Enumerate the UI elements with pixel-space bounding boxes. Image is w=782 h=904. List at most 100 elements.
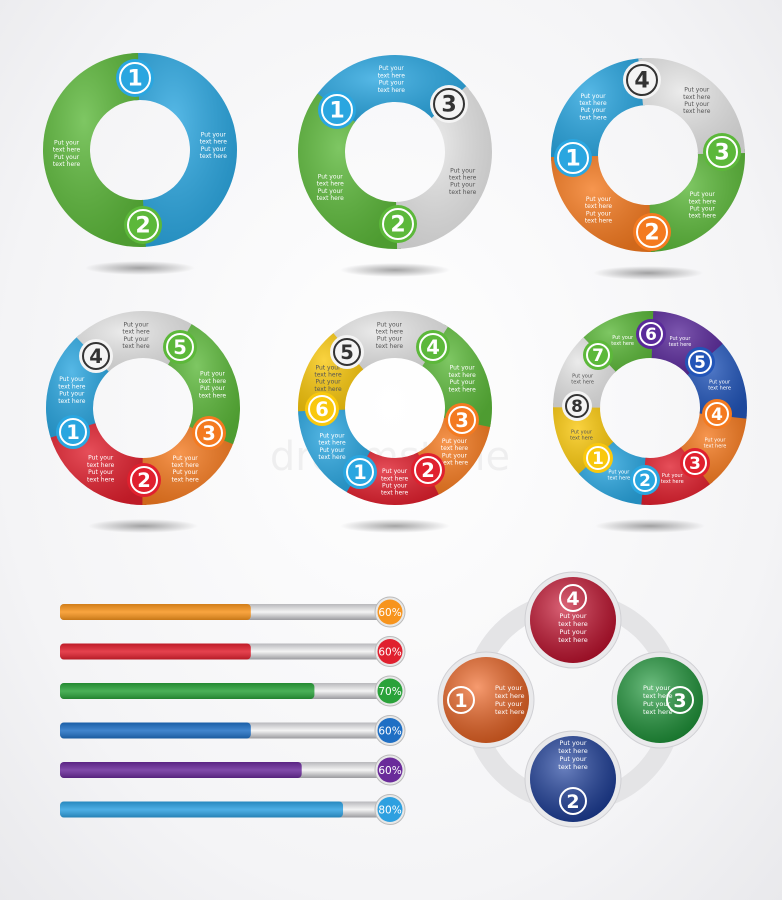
segment-text-line: Put your — [54, 140, 80, 147]
segment-text-line: Put your — [54, 154, 80, 161]
progress-fill-sheen — [60, 643, 251, 660]
ring-shadow — [88, 519, 198, 533]
segment-text-line: text here — [449, 189, 477, 196]
badge-ring — [382, 208, 414, 240]
percent-label: 60% — [378, 726, 401, 738]
badge-ring — [626, 64, 658, 96]
segment-text: Put your text here Put your text here — [172, 455, 200, 484]
segment-gloss — [553, 337, 616, 408]
node-text-line: text here — [495, 708, 525, 716]
badge-ring — [346, 458, 374, 486]
badge-number: 5 — [173, 336, 187, 359]
segment-text-line: text here — [381, 475, 409, 482]
segment-text-line: text here — [378, 72, 406, 79]
segment-text-line: text here — [441, 445, 469, 452]
segment-text-line: Put your — [450, 379, 476, 386]
ring-shadow — [593, 266, 703, 280]
segment-text: Put your text here — [611, 335, 634, 347]
segment-text-line: Put your — [586, 210, 612, 217]
badge-ring — [448, 406, 476, 434]
segment-text-line: text here — [376, 343, 404, 350]
ring-segment-2: Put your text here — [578, 441, 648, 505]
progress-bar: 60% — [60, 715, 406, 746]
progress-bar: 60% — [60, 636, 406, 667]
segment-text-line: text here — [683, 108, 711, 115]
percent-badge — [377, 718, 403, 743]
segment-text: Put your text here — [570, 430, 593, 442]
badge-ring — [130, 466, 158, 494]
segment-text-line: text here — [87, 462, 115, 469]
segment-text-line: Put your — [382, 468, 408, 475]
number-badge-2: 2 — [411, 453, 445, 487]
number-badge-2: 2 — [124, 206, 162, 244]
percent-label: 70% — [378, 686, 401, 698]
segment-gloss — [396, 86, 492, 249]
number-badge-1: 1 — [318, 91, 356, 129]
node-gloss — [530, 577, 616, 663]
badge-bg — [554, 139, 592, 177]
segment-text-line: text here — [579, 100, 607, 107]
badge-number: 3 — [202, 422, 216, 445]
node-text: Put your text here Put your text here — [558, 739, 588, 771]
segment-text-line: Put your — [450, 365, 476, 372]
number-badge-3: 3 — [703, 133, 741, 171]
percent-label: 60% — [378, 647, 401, 659]
segment-text-line: text here — [200, 139, 228, 146]
node-text-line: text here — [558, 620, 588, 628]
badge-number: 3 — [689, 453, 701, 473]
segment-text-line: Put your — [709, 379, 731, 385]
segment-text-line: Put your — [572, 374, 594, 380]
segment-text-line: Put your — [88, 455, 114, 462]
segment-text: Put your text here Put your text here — [689, 191, 717, 220]
segment-text-line: text here — [608, 476, 631, 482]
badge-number: 1 — [592, 448, 604, 468]
segment-gloss — [641, 446, 713, 506]
ring-segment-2: Put your text here Put your text here — [551, 155, 655, 252]
segment-text: Put your text here — [708, 379, 731, 391]
segment-text-line: Put your — [571, 430, 593, 436]
ring-segment-8: Put your text here — [553, 337, 616, 408]
percent-label: 80% — [378, 805, 401, 817]
badge-number: 3 — [714, 140, 729, 166]
segment-text-line: Put your — [450, 182, 476, 189]
node-gloss — [617, 657, 703, 743]
badge-ring — [639, 322, 663, 346]
node-number-ring — [447, 686, 475, 714]
percent-badge — [377, 678, 403, 704]
number-badge-5: 5 — [163, 330, 197, 364]
progress-fill-sheen — [60, 722, 251, 739]
segment-text-line: text here — [570, 436, 593, 442]
segment-text-line: Put your — [705, 437, 727, 443]
segment-text-line: Put your — [123, 321, 149, 328]
node-gloss — [530, 736, 616, 822]
segment-text-line: text here — [449, 175, 477, 182]
node-text-line: Put your — [643, 700, 670, 708]
node-text-line: Put your — [559, 612, 586, 620]
node-text-line: text here — [558, 636, 588, 644]
node-text: Put your text here Put your text here — [495, 684, 525, 716]
segment-text-line: Put your — [123, 336, 149, 343]
segment-text-line: text here — [585, 203, 613, 210]
segment-text: Put your text here Put your text here — [378, 65, 406, 94]
badge-ring — [127, 209, 159, 241]
percent-badge — [377, 797, 403, 822]
segment-text-line: Put your — [670, 336, 692, 342]
segment-text: Put your text here — [661, 473, 684, 485]
number-badge-4: 4 — [416, 330, 450, 364]
segment-text: Put your text here Put your text here — [58, 376, 86, 405]
segment-text: Put your text here — [608, 470, 631, 482]
badge-number: 2 — [421, 459, 435, 482]
segment-text-line: text here — [611, 341, 634, 347]
ring-shadow — [340, 263, 450, 277]
node-gloss — [443, 657, 529, 743]
badge-ring — [82, 342, 110, 370]
badge-ring — [557, 142, 589, 174]
node-text-line: text here — [495, 692, 525, 700]
badge-number: 4 — [89, 345, 103, 368]
segment-text: Put your text here Put your text here — [449, 365, 477, 394]
segment-text-line: Put your — [450, 167, 476, 174]
